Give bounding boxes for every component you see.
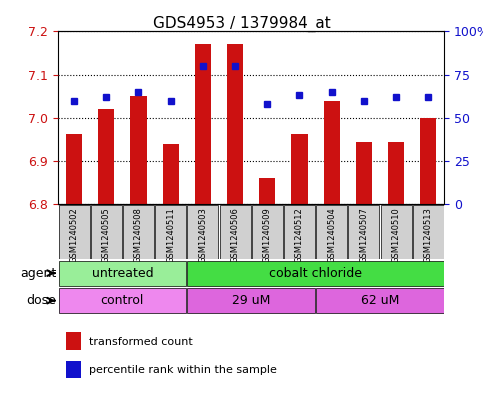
FancyBboxPatch shape: [58, 288, 186, 313]
Bar: [227, 44, 243, 204]
Text: GSM1240509: GSM1240509: [263, 207, 272, 263]
Text: 29 uM: 29 uM: [232, 294, 270, 307]
Text: percentile rank within the sample: percentile rank within the sample: [89, 365, 277, 375]
Text: GSM1240507: GSM1240507: [359, 207, 369, 263]
FancyBboxPatch shape: [413, 205, 444, 259]
Bar: [163, 144, 179, 204]
FancyBboxPatch shape: [91, 205, 122, 259]
Text: GSM1240512: GSM1240512: [295, 207, 304, 263]
Text: cobalt chloride: cobalt chloride: [269, 266, 362, 280]
Bar: [420, 118, 436, 204]
Bar: [324, 101, 340, 204]
FancyBboxPatch shape: [348, 205, 379, 259]
Text: GSM1240506: GSM1240506: [230, 207, 240, 263]
Text: dose: dose: [26, 294, 56, 307]
FancyBboxPatch shape: [58, 205, 89, 259]
Text: GSM1240505: GSM1240505: [102, 207, 111, 263]
FancyBboxPatch shape: [58, 261, 186, 285]
Bar: [130, 96, 146, 204]
Bar: [195, 44, 211, 204]
FancyBboxPatch shape: [381, 205, 412, 259]
Bar: [98, 109, 114, 204]
Text: GSM1240513: GSM1240513: [424, 207, 433, 263]
Bar: [356, 141, 372, 204]
FancyBboxPatch shape: [220, 205, 251, 259]
Text: GSM1240511: GSM1240511: [166, 207, 175, 263]
FancyBboxPatch shape: [316, 288, 444, 313]
Text: GDS4953 / 1379984_at: GDS4953 / 1379984_at: [153, 16, 330, 32]
FancyBboxPatch shape: [187, 261, 444, 285]
Text: GSM1240502: GSM1240502: [70, 207, 79, 263]
Text: untreated: untreated: [92, 266, 153, 280]
FancyBboxPatch shape: [187, 288, 315, 313]
FancyBboxPatch shape: [252, 205, 283, 259]
Text: GSM1240503: GSM1240503: [199, 207, 207, 263]
Bar: [291, 134, 308, 204]
Text: control: control: [100, 294, 144, 307]
FancyBboxPatch shape: [123, 205, 154, 259]
Bar: [388, 141, 404, 204]
Bar: [66, 361, 81, 378]
Bar: [66, 134, 82, 204]
Text: GSM1240510: GSM1240510: [392, 207, 400, 263]
Text: transformed count: transformed count: [89, 337, 193, 347]
Text: agent: agent: [20, 266, 56, 280]
Text: GSM1240508: GSM1240508: [134, 207, 143, 263]
FancyBboxPatch shape: [316, 205, 347, 259]
FancyBboxPatch shape: [284, 205, 315, 259]
Bar: [259, 178, 275, 204]
FancyBboxPatch shape: [155, 205, 186, 259]
FancyBboxPatch shape: [187, 205, 218, 259]
Text: 62 uM: 62 uM: [361, 294, 399, 307]
Text: GSM1240504: GSM1240504: [327, 207, 336, 263]
Bar: [66, 332, 81, 350]
